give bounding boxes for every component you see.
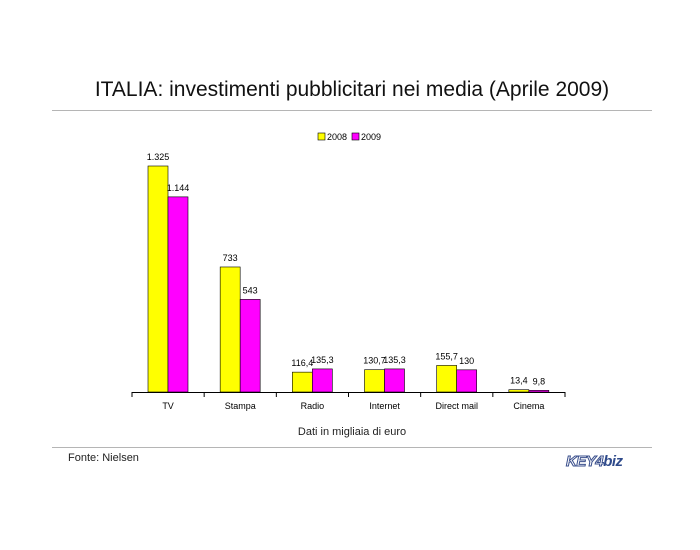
bar-2008-internet <box>364 369 385 393</box>
legend-label-2008: 2008 <box>327 132 347 142</box>
data-label-2008-stampa: 733 <box>223 253 238 263</box>
category-label-radio: Radio <box>301 401 325 411</box>
category-label-cinema: Cinema <box>513 401 544 411</box>
data-label-2009-direct-mail: 130 <box>459 356 474 366</box>
bar-2009-internet <box>384 368 405 393</box>
title-divider <box>52 110 652 111</box>
data-label-2008-tv: 1.325 <box>147 152 170 162</box>
bar-2008-radio <box>292 371 313 393</box>
slide-title: ITALIA: investimenti pubblicitari nei me… <box>94 78 610 101</box>
legend-swatch-2009 <box>351 132 360 141</box>
bar-2009-tv <box>167 196 189 393</box>
category-label-direct-mail: Direct mail <box>435 401 478 411</box>
category-label-internet: Internet <box>369 401 400 411</box>
legend-swatch-2008 <box>317 132 326 141</box>
bar-2008-direct-mail <box>436 365 457 393</box>
data-label-2008-direct-mail: 155,7 <box>435 351 458 361</box>
bar-2008-cinema <box>508 389 530 393</box>
bar-2008-tv <box>147 165 169 393</box>
data-label-2008-internet: 130,7 <box>363 356 386 366</box>
bar-2009-stampa <box>239 299 261 393</box>
data-label-2009-cinema: 9,8 <box>533 376 546 386</box>
bar-chart: 2008 20091.3251.144TV733543Stampa116,4135… <box>131 132 566 411</box>
data-label-2009-radio: 135,3 <box>311 355 334 365</box>
bar-2009-cinema <box>528 390 550 393</box>
legend-label-2009: 2009 <box>361 132 381 142</box>
footer-divider <box>52 447 652 448</box>
source-text: Fonte: Nielsen <box>68 452 139 464</box>
bar-2009-direct-mail <box>456 369 477 393</box>
bar-2008-stampa <box>219 266 241 393</box>
key4biz-logo: KEY4biz <box>565 453 623 471</box>
data-label-2009-internet: 135,3 <box>383 355 406 365</box>
data-label-2008-cinema: 13,4 <box>510 376 528 386</box>
data-label-2009-stampa: 543 <box>243 285 258 295</box>
category-label-stampa: Stampa <box>225 401 256 411</box>
bar-2009-radio <box>312 368 333 393</box>
data-label-2009-tv: 1.144 <box>167 183 190 193</box>
category-label-tv: TV <box>162 401 174 411</box>
units-note: Dati in migliaia di euro <box>297 426 407 438</box>
data-label-2008-radio: 116,4 <box>291 358 313 368</box>
